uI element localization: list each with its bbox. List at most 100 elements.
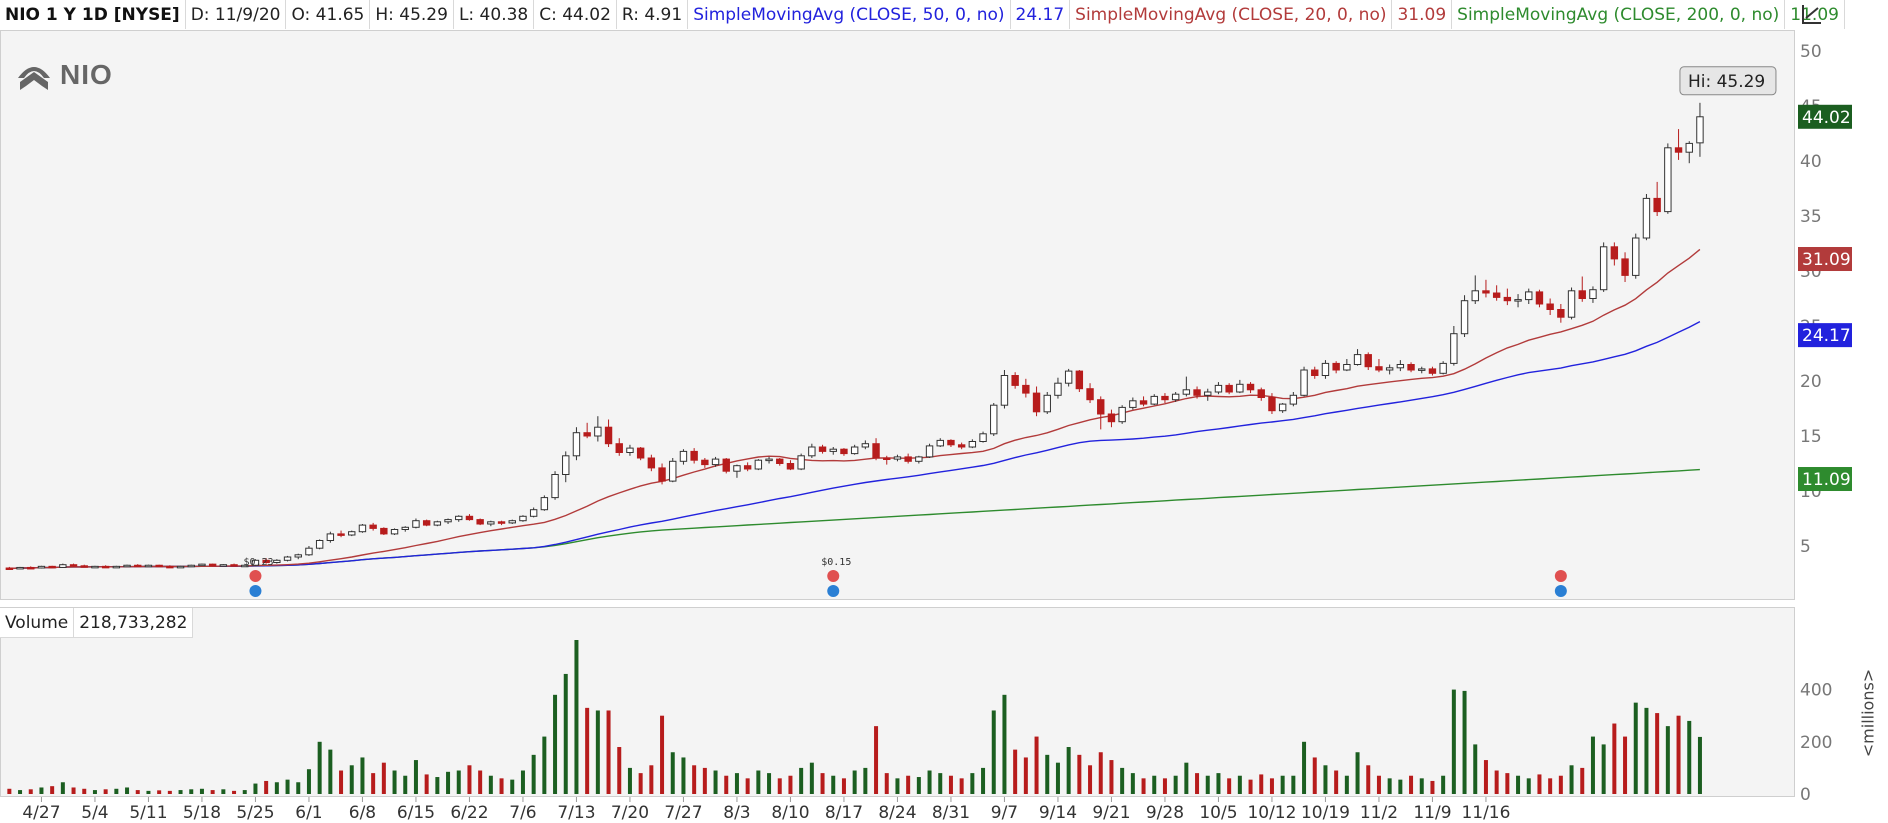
sma200-label[interactable]: SimpleMovingAvg (CLOSE, 200, 0, no) (1452, 0, 1786, 29)
candle-body (1418, 368, 1426, 371)
volume-bar (553, 694, 558, 794)
candle-body (1375, 366, 1383, 371)
volume-bar (788, 775, 793, 794)
candle-body (1632, 237, 1640, 276)
candle-body (1043, 394, 1051, 413)
x-tick-label: 10/5 (1199, 803, 1237, 823)
candle-body (444, 519, 452, 523)
symbol-label[interactable]: NIO 1 Y 1D [NYSE] (0, 0, 186, 29)
candle-body (690, 450, 698, 461)
candle-body (1450, 333, 1458, 364)
candle-body (840, 448, 848, 455)
close-price-badge: 44.02 (1802, 108, 1851, 128)
high-readout: H: 45.29 (370, 0, 454, 29)
x-tick-label: 7/6 (509, 803, 536, 823)
candle-body (294, 554, 302, 558)
sma20-label[interactable]: SimpleMovingAvg (CLOSE, 20, 0, no) (1070, 0, 1393, 29)
volume-bar (1623, 736, 1628, 794)
candle-body (1182, 389, 1191, 395)
volume-bar (189, 789, 194, 794)
volume-bar (1077, 754, 1082, 794)
volume-bar (991, 710, 996, 794)
x-tick-label: 7/20 (611, 803, 649, 823)
volume-bar (7, 788, 12, 794)
volume-bar (734, 773, 739, 794)
volume-bar (681, 757, 686, 794)
volume-bar (1548, 778, 1553, 794)
candle-body (979, 433, 987, 442)
volume-value: 218,733,282 (74, 608, 194, 638)
sma200-badge: 11.09 (1802, 470, 1851, 490)
candle-body (1257, 389, 1265, 398)
candle-body (604, 426, 613, 445)
volume-bar (50, 786, 55, 794)
candle-body (1171, 393, 1180, 401)
volume-bar (638, 773, 643, 794)
open-readout: O: 41.65 (286, 0, 371, 29)
x-tick-label: 8/3 (723, 803, 750, 823)
volume-bar (1120, 767, 1125, 794)
candle-body (1139, 400, 1148, 405)
volume-bar (339, 770, 344, 794)
volume-bar (349, 765, 354, 794)
volume-bar (1409, 775, 1414, 794)
x-tick-label: 11/16 (1461, 803, 1510, 823)
volume-bar (1184, 762, 1189, 794)
candle-body (476, 519, 484, 525)
candle-body (722, 458, 730, 472)
volume-label[interactable]: Volume (0, 608, 75, 638)
candle-body (925, 445, 934, 458)
sma50-label[interactable]: SimpleMovingAvg (CLOSE, 50, 0, no) (688, 0, 1011, 29)
candle-body (262, 559, 270, 563)
candle-body (433, 521, 442, 526)
candle-body (208, 563, 217, 567)
candle-body (326, 533, 335, 542)
expand-icon[interactable] (1800, 2, 1824, 26)
volume-bar (1633, 702, 1638, 794)
volume-bar (1430, 780, 1435, 794)
volume-bar (831, 775, 836, 794)
volume-bar (1130, 773, 1135, 794)
volume-panel[interactable] (0, 607, 1795, 797)
volume-bar (724, 775, 729, 794)
candle-body (1578, 290, 1586, 299)
volume-bar (874, 726, 879, 794)
candle-body (1364, 354, 1372, 368)
candle-body (1428, 368, 1437, 374)
candle-body (230, 564, 238, 567)
candle-body (594, 426, 602, 437)
volume-bar (1344, 775, 1349, 794)
volume-bar (1516, 775, 1521, 794)
candle-body (390, 529, 399, 535)
volume-bar (1473, 744, 1478, 794)
volume-bar (1034, 736, 1039, 794)
volume-bar (702, 767, 707, 794)
candle-body (1610, 246, 1619, 260)
sma50-badge-bg (1798, 323, 1852, 348)
x-tick-label: 8/10 (771, 803, 809, 823)
candle-body (818, 446, 827, 452)
volume-bar (232, 790, 237, 794)
volume-bar (1312, 757, 1317, 794)
candle-body (369, 524, 377, 529)
candle-body (1075, 370, 1084, 390)
chart-header: NIO 1 Y 1D [NYSE] D: 11/9/20 O: 41.65 H:… (0, 0, 1845, 29)
volume-bar (799, 767, 804, 794)
earnings-event-icon (827, 585, 840, 597)
x-tick-label: 6/15 (397, 803, 435, 823)
candle-body (1054, 382, 1062, 396)
x-tick-label: 11/2 (1360, 803, 1398, 823)
candle-body (1086, 388, 1094, 401)
candle-body (1118, 406, 1126, 423)
volume-bar (306, 769, 311, 794)
volume-bar (617, 747, 622, 794)
candle-body (1032, 392, 1041, 413)
volume-bar (1237, 775, 1242, 794)
volume-bar (820, 773, 825, 794)
price-panel[interactable] (0, 30, 1795, 600)
volume-bar (595, 710, 600, 794)
candle-body (904, 456, 912, 462)
candle-body (572, 432, 581, 457)
volume-bar (371, 773, 376, 794)
